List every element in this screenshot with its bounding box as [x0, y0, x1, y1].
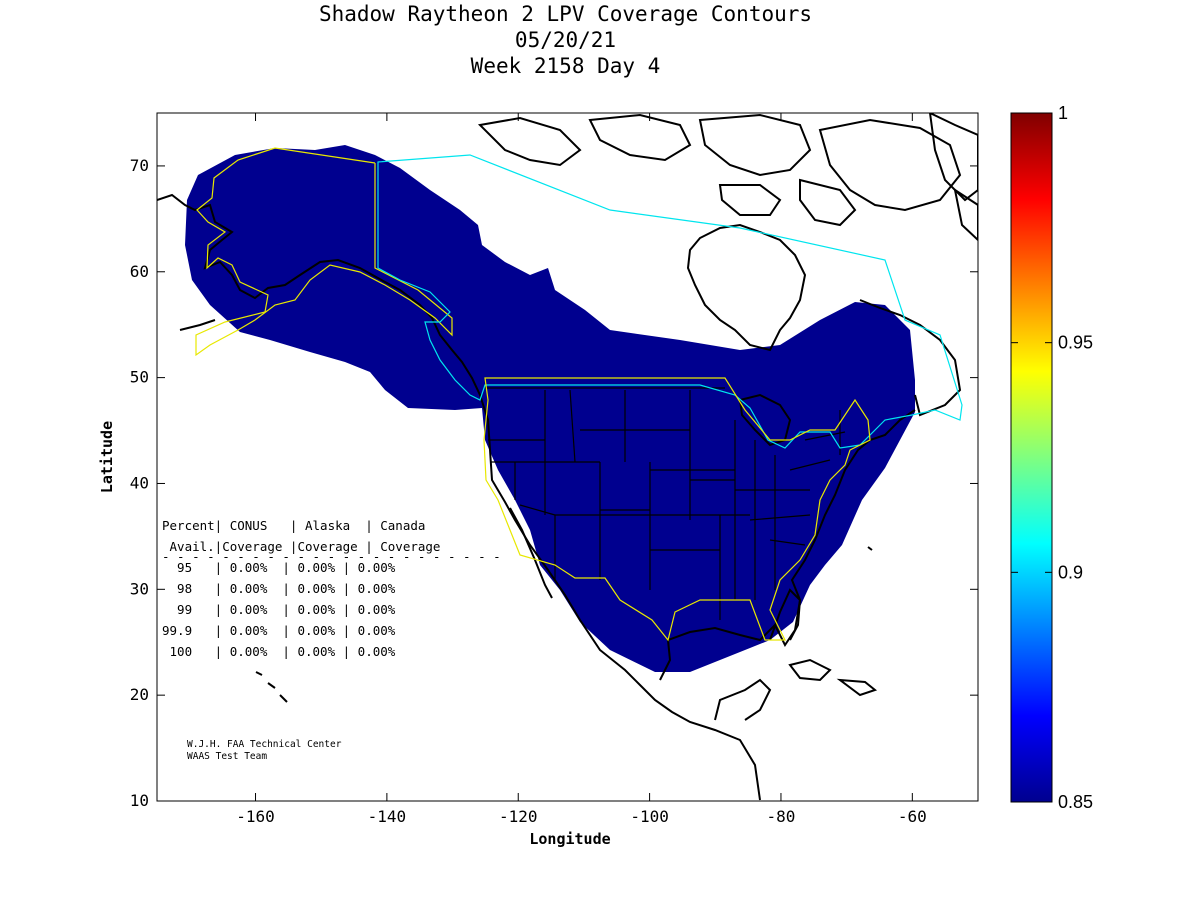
y-tick-label: 50: [130, 368, 149, 387]
coastline-segment: [588, 113, 692, 162]
coastline-segment: [836, 678, 878, 697]
y-axis-ticks: 10 20 30 40 50 60 70: [130, 156, 978, 810]
state-boundary: [749, 514, 811, 521]
x-tick-label: -100: [630, 807, 669, 826]
colorbar-tick-label: 0.85: [1058, 792, 1093, 812]
coastline-segment: [799, 178, 857, 227]
table-row: 100 | 0.00% | 0.00% | 0.00%: [162, 644, 396, 659]
y-tick-label: 20: [130, 685, 149, 704]
coastline-segment: [928, 113, 978, 202]
coastline-segment: [659, 409, 916, 681]
coastline-segment: [267, 682, 276, 689]
state-boundary: [804, 431, 846, 441]
credit-line-1: W.J.H. FAA Technical Center: [187, 739, 342, 750]
table-row: 95 | 0.00% | 0.00% | 0.00%: [162, 560, 396, 575]
coastline-segment: [686, 223, 807, 352]
state-boundary: [519, 504, 556, 516]
state-boundaries: [485, 387, 846, 620]
chart-title-line-3: Week 2158 Day 4: [470, 54, 661, 78]
coastlines: [157, 113, 978, 801]
x-tick-label: -140: [368, 807, 407, 826]
table-row: 99.9 | 0.00% | 0.00% | 0.00%: [162, 623, 396, 638]
state-boundary: [769, 539, 806, 546]
table-divider: - - - - - - - - - - - - - - - - - - - - …: [162, 549, 501, 564]
conus-service-area: [483, 377, 871, 642]
chart-title-line-2: 05/20/21: [514, 28, 617, 52]
colorbar-tick-label: 0.9: [1058, 562, 1083, 582]
y-tick-label: 70: [130, 156, 149, 175]
x-tick-label: -120: [499, 807, 538, 826]
colorbar-ticks: 0.85 0.9 0.95 1: [1011, 103, 1093, 812]
chart-title-line-1: Shadow Raytheon 2 LPV Coverage Contours: [318, 2, 813, 26]
colorbar: [1010, 112, 1053, 803]
credit-line-2: WAAS Test Team: [187, 751, 267, 762]
map-area: [157, 113, 978, 801]
x-tick-label: -160: [236, 807, 275, 826]
coastline-segment: [698, 113, 812, 177]
y-tick-label: 40: [130, 473, 149, 492]
table-row: 98 | 0.00% | 0.00% | 0.00%: [162, 581, 396, 596]
table-row: 99 | 0.00% | 0.00% | 0.00%: [162, 602, 396, 617]
colorbar-tick-label: 1: [1058, 103, 1068, 123]
service-area-outlines: [195, 147, 963, 642]
x-tick-label: -80: [767, 807, 796, 826]
x-axis-ticks: -160 -140 -120 -100 -80 -60: [236, 113, 927, 826]
plot-frame: [156, 112, 979, 802]
coastline-segment: [867, 546, 873, 551]
coastline-segment: [818, 118, 962, 212]
x-tick-label: -60: [898, 807, 927, 826]
coastline-segment: [714, 678, 772, 721]
lpv-coverage-region: [185, 145, 915, 672]
coverage-stats-table: Percent| CONUS | Alaska | Canada Avail.|…: [162, 518, 501, 659]
coastline-segment: [718, 184, 782, 216]
x-axis-label: Longitude: [529, 830, 610, 848]
y-tick-label: 10: [130, 791, 149, 810]
y-axis-label: Latitude: [98, 421, 116, 493]
coastline-segment: [179, 319, 216, 331]
canada-service-area: [377, 154, 963, 449]
coastline-segment: [279, 694, 288, 703]
coastline-segment: [769, 588, 802, 641]
coastline-segment: [157, 193, 761, 801]
state-boundary: [789, 459, 831, 471]
colorbar-tick-label: 0.95: [1058, 333, 1093, 353]
coastline-segment: [509, 507, 553, 599]
y-tick-label: 30: [130, 579, 149, 598]
alaska-service-area: [195, 147, 453, 357]
table-header-row-2: Avail.|Coverage |Coverage | Coverage: [162, 539, 440, 554]
table-header-row-1: Percent| CONUS | Alaska | Canada: [162, 518, 425, 533]
coastline-segment: [255, 671, 263, 676]
coastline-segment: [953, 187, 978, 242]
coastline-segment: [788, 658, 832, 682]
state-boundary: [569, 389, 576, 463]
coastline-segment: [477, 116, 582, 167]
y-tick-label: 60: [130, 262, 149, 281]
